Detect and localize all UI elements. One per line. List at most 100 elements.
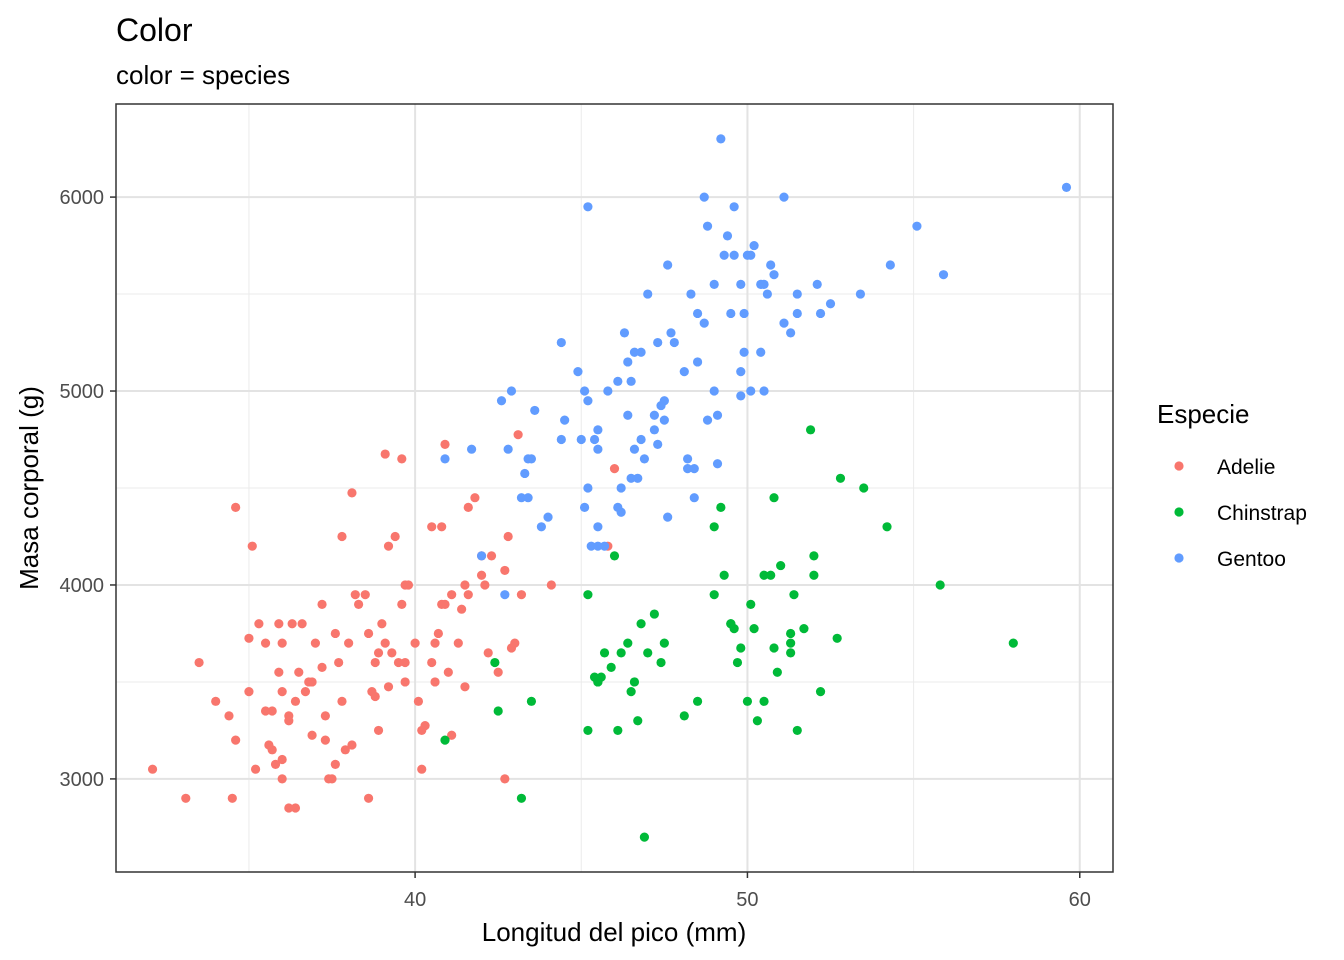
point-gentoo [500,590,510,600]
point-adelie [270,759,281,769]
point-chinstrap [526,696,537,706]
point-adelie [277,687,287,697]
point-adelie [383,682,394,692]
point-gentoo [692,308,703,319]
point-adelie [430,677,440,687]
point-adelie [267,745,277,755]
point-adelie [250,764,261,774]
point-adelie [344,638,354,648]
point-chinstrap [789,590,799,600]
point-gentoo [666,328,676,338]
point-gentoo [709,386,719,396]
point-gentoo [629,347,640,357]
point-gentoo [702,415,713,425]
point-gentoo [702,221,713,231]
point-gentoo [663,260,673,270]
point-chinstrap [583,725,593,736]
point-gentoo [466,444,477,454]
point-adelie [510,638,520,648]
point-chinstrap [636,619,646,629]
legend-key-adelie [1174,461,1184,471]
point-adelie [486,551,497,561]
point-adelie [244,687,254,697]
y-tick-label: 6000 [60,187,105,209]
point-adelie [373,725,384,736]
plot-border [115,103,1114,873]
point-chinstrap [440,735,450,745]
point-adelie [290,803,301,813]
x-tick-label: 60 [1069,889,1091,911]
point-gentoo [659,396,669,406]
x-tick-label: 40 [404,889,426,911]
point-adelie [307,677,317,687]
point-gentoo [603,386,613,396]
point-chinstrap [639,832,650,842]
legend-key-chinstrap [1174,507,1184,517]
point-gentoo [649,425,659,435]
point-gentoo [583,483,593,493]
point-chinstrap [799,624,809,634]
point-gentoo [530,405,540,416]
point-chinstrap [759,696,769,706]
point-gentoo [729,250,739,260]
point-chinstrap [709,522,719,532]
point-gentoo [736,391,746,401]
point-gentoo [692,357,703,367]
point-chinstrap [623,638,633,648]
point-adelie [231,735,241,745]
point-chinstrap [935,580,945,590]
point-chinstrap [732,657,743,668]
point-gentoo [679,367,689,377]
point-gentoo [709,279,719,289]
point-adelie [476,570,487,580]
point-adelie [370,691,380,702]
point-adelie [447,730,457,740]
point-adelie [297,619,307,629]
point-gentoo [623,357,633,367]
point-chinstrap [493,706,503,716]
point-adelie [317,599,327,609]
point-adelie [437,522,447,532]
point-gentoo [556,434,566,445]
point-adelie [480,580,490,590]
point-gentoo [786,328,796,338]
point-gentoo [722,231,733,241]
point-gentoo [616,483,626,493]
point-adelie [340,745,350,755]
point-gentoo [699,318,709,328]
point-gentoo [766,260,776,270]
point-gentoo [626,376,636,386]
point-gentoo [589,434,600,445]
point-gentoo [579,386,590,396]
point-gentoo [543,512,553,522]
point-adelie [337,531,347,542]
point-adelie [447,590,457,600]
point-adelie [433,628,443,639]
point-adelie [413,696,424,706]
point-chinstrap [749,624,759,634]
point-chinstrap [716,502,726,512]
point-adelie [284,711,294,721]
point-chinstrap [656,657,666,668]
point-chinstrap [809,551,819,561]
point-adelie [347,488,357,498]
point-chinstrap [633,716,643,726]
point-chinstrap [613,725,623,736]
point-adelie [274,619,284,629]
point-chinstrap [649,609,659,619]
point-adelie [300,687,311,697]
point-chinstrap [692,696,703,706]
point-chinstrap [490,657,500,668]
point-adelie [500,565,510,576]
point-adelie [400,580,410,590]
point-adelie [609,464,620,474]
point-chinstrap [659,638,669,648]
point-gentoo [712,459,723,469]
point-gentoo [689,464,699,474]
point-adelie [360,590,370,600]
point-adelie [516,590,527,600]
point-gentoo [440,454,450,464]
point-adelie [390,531,400,542]
point-chinstrap [609,551,620,561]
